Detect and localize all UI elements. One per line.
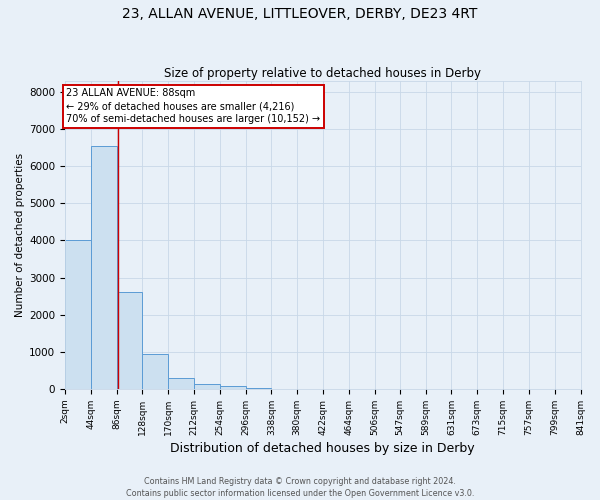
Text: 23 ALLAN AVENUE: 88sqm
← 29% of detached houses are smaller (4,216)
70% of semi-: 23 ALLAN AVENUE: 88sqm ← 29% of detached… [66,88,320,124]
Title: Size of property relative to detached houses in Derby: Size of property relative to detached ho… [164,66,481,80]
Bar [245,388,271,389]
Bar [168,378,194,389]
Bar [91,146,116,389]
Text: Contains HM Land Registry data © Crown copyright and database right 2024.
Contai: Contains HM Land Registry data © Crown c… [126,476,474,498]
Bar [194,384,220,389]
Bar [142,354,168,389]
Bar [116,292,142,389]
Y-axis label: Number of detached properties: Number of detached properties [15,153,25,317]
Text: 23, ALLAN AVENUE, LITTLEOVER, DERBY, DE23 4RT: 23, ALLAN AVENUE, LITTLEOVER, DERBY, DE2… [122,8,478,22]
Bar [65,240,91,389]
X-axis label: Distribution of detached houses by size in Derby: Distribution of detached houses by size … [170,442,475,455]
Bar [220,386,245,389]
